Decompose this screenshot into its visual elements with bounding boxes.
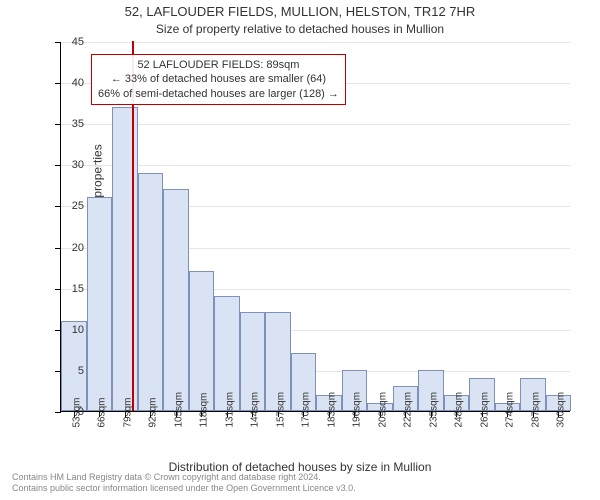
histogram-bar [87, 197, 113, 411]
y-tick-label: 30 [54, 159, 84, 171]
annotation-box: 52 LAFLOUDER FIELDS: 89sqm← 33% of detac… [91, 54, 346, 105]
y-tick-label: 40 [54, 77, 84, 89]
chart-title: 52, LAFLOUDER FIELDS, MULLION, HELSTON, … [0, 4, 600, 19]
y-tick-label: 20 [54, 242, 84, 254]
y-tick-label: 15 [54, 283, 84, 295]
y-tick-label: 35 [54, 118, 84, 130]
annotation-line: ← 33% of detached houses are smaller (64… [98, 72, 339, 86]
histogram-bar [189, 271, 215, 411]
annotation-line: 66% of semi-detached houses are larger (… [98, 87, 339, 101]
annotation-line: 52 LAFLOUDER FIELDS: 89sqm [98, 58, 339, 72]
y-tick-label: 5 [54, 365, 84, 377]
plot-area: Number of detached properties 52 LAFLOUD… [60, 42, 570, 412]
chart-subtitle: Size of property relative to detached ho… [0, 22, 600, 36]
figure: 52, LAFLOUDER FIELDS, MULLION, HELSTON, … [0, 0, 600, 500]
gridline [61, 42, 570, 43]
histogram-bar [138, 173, 164, 411]
y-tick-label: 10 [54, 324, 84, 336]
footer-line: Contains HM Land Registry data © Crown c… [12, 472, 356, 483]
y-tick-label: 25 [54, 200, 84, 212]
histogram-bar [112, 107, 138, 411]
y-tick-label: 45 [54, 36, 84, 48]
footer-attribution: Contains HM Land Registry data © Crown c… [12, 472, 356, 495]
footer-line: Contains public sector information licen… [12, 483, 356, 494]
histogram-bar [163, 189, 189, 411]
